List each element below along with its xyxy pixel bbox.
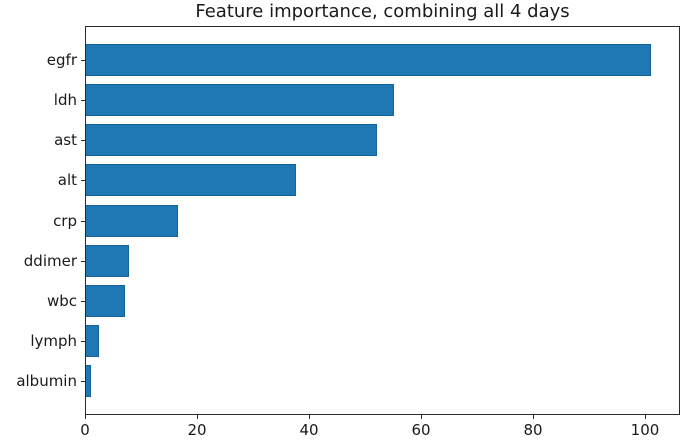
bar-crp — [86, 205, 178, 237]
y-tick-label-crp: crp — [53, 212, 77, 230]
x-tick-mark — [533, 415, 534, 419]
y-tick-mark — [81, 180, 85, 181]
x-tick-mark — [645, 415, 646, 419]
x-tick-mark — [309, 415, 310, 419]
bar-egfr — [86, 44, 651, 76]
y-tick-mark — [81, 100, 85, 101]
x-tick-label-0: 0 — [80, 421, 90, 439]
x-tick-mark — [421, 415, 422, 419]
y-tick-label-alt: alt — [57, 171, 77, 189]
y-tick-mark — [81, 341, 85, 342]
bar-alt — [86, 164, 296, 196]
y-tick-mark — [81, 140, 85, 141]
x-tick-mark — [197, 415, 198, 419]
bar-lymph — [86, 325, 99, 357]
x-tick-mark — [85, 415, 86, 419]
x-tick-label-60: 60 — [411, 421, 431, 439]
x-tick-label-20: 20 — [187, 421, 207, 439]
y-tick-mark — [81, 60, 85, 61]
x-tick-label-40: 40 — [299, 421, 319, 439]
bar-ast — [86, 124, 377, 156]
y-tick-label-egfr: egfr — [46, 51, 77, 69]
bar-albumin — [86, 365, 91, 397]
y-tick-mark — [81, 261, 85, 262]
y-tick-mark — [81, 221, 85, 222]
x-tick-label-80: 80 — [523, 421, 543, 439]
chart-title: Feature importance, combining all 4 days — [195, 1, 570, 22]
bar-wbc — [86, 285, 125, 317]
y-tick-label-ddimer: ddimer — [23, 252, 77, 270]
x-tick-label-100: 100 — [630, 421, 660, 439]
y-tick-label-lymph: lymph — [30, 332, 77, 350]
bar-ldh — [86, 84, 394, 116]
bar-ddimer — [86, 245, 129, 277]
y-tick-label-ldh: ldh — [53, 91, 77, 109]
y-tick-label-albumin: albumin — [16, 372, 77, 390]
plot-area — [85, 26, 680, 415]
y-tick-label-wbc: wbc — [46, 292, 77, 310]
y-tick-label-ast: ast — [54, 131, 77, 149]
y-tick-mark — [81, 301, 85, 302]
y-tick-mark — [81, 381, 85, 382]
